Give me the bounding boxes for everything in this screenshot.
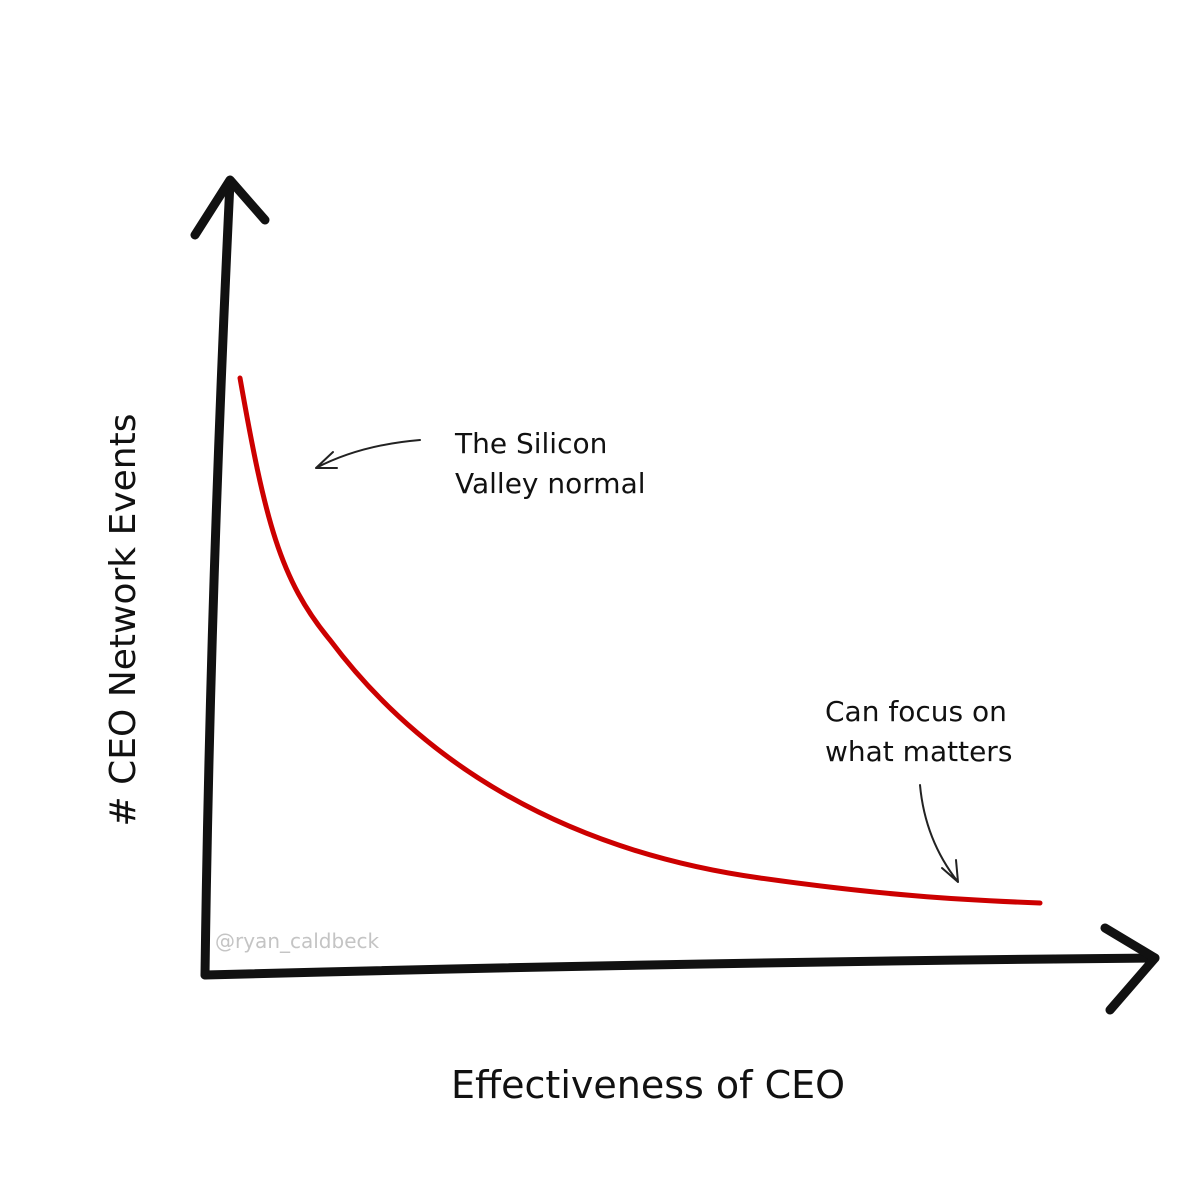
x-axis [200, 953, 1160, 980]
y-axis-label: # CEO Network Events [103, 414, 144, 827]
y-axis-arrow [190, 175, 270, 240]
annotation: what matters [825, 735, 1012, 768]
curve [237, 375, 1043, 906]
annotation: Can focus on [825, 695, 1007, 728]
x-axis-label: Effectiveness of CEO [451, 1063, 845, 1107]
annotation: Valley normal [455, 467, 646, 500]
annotation-arrow [919, 784, 959, 883]
y-axis [200, 177, 235, 980]
watermark: @ryan_caldbeck [215, 929, 379, 953]
annotation-arrow [315, 439, 421, 469]
annotation: The Silicon [454, 427, 607, 460]
x-axis-arrow [1100, 923, 1160, 1015]
